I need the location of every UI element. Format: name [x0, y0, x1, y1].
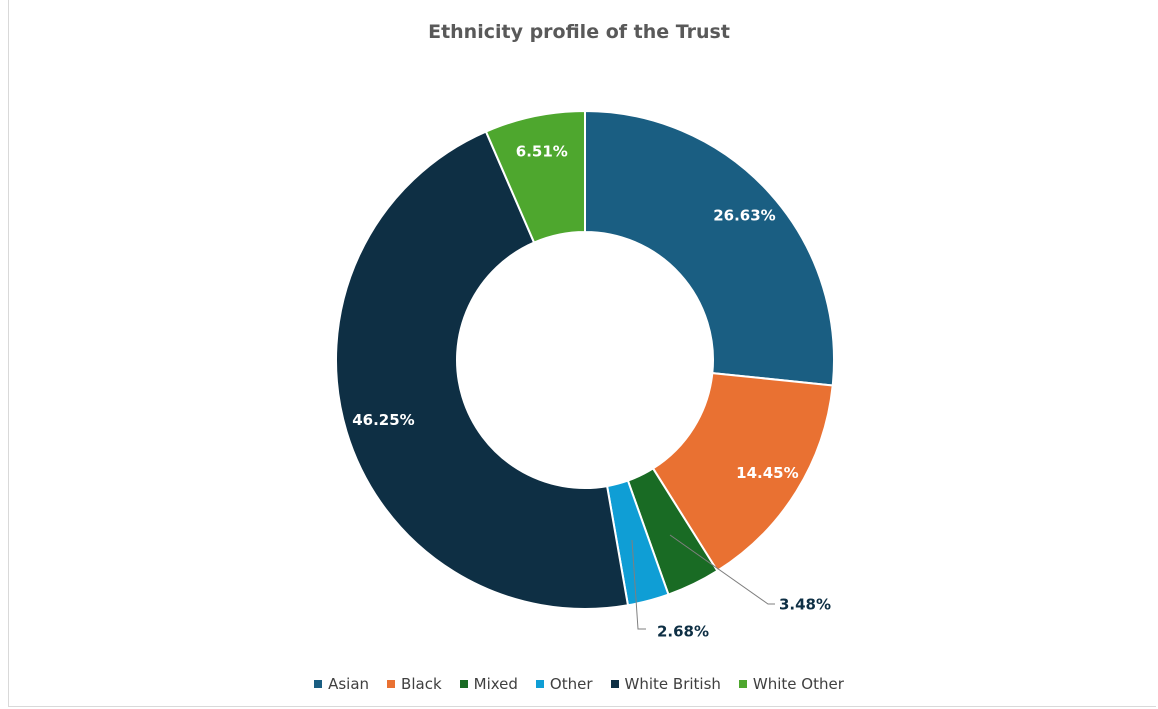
legend-label-asian: Asian	[328, 675, 370, 693]
legend-item-black: Black	[387, 675, 442, 693]
legend-label-white-british: White British	[624, 675, 721, 693]
legend-item-white-other: White Other	[738, 675, 844, 693]
chart-legend: Asian Black Mixed Other White British White O…	[0, 675, 1158, 693]
data-label-white-british: 46.25%	[352, 411, 414, 429]
data-label-black: 14.45%	[736, 464, 798, 482]
data-label-mixed: 3.48%	[779, 596, 831, 614]
legend-label-black: Black	[401, 675, 442, 693]
slice-white-british	[335, 130, 630, 610]
leader-line-other	[631, 539, 646, 630]
data-label-white-other: 6.51%	[516, 142, 568, 160]
data-label-other: 2.68%	[657, 623, 709, 641]
leader-line-mixed	[669, 534, 775, 605]
legend-label-white-other: White Other	[752, 675, 844, 693]
legend-item-white-british: White British	[610, 675, 721, 693]
legend-swatch-other	[535, 680, 544, 688]
slice-black	[651, 371, 834, 573]
chart-title: Ethnicity profile of the Trust	[428, 21, 730, 43]
legend-swatch-white-other	[738, 680, 747, 688]
legend-swatch-mixed	[459, 680, 468, 688]
legend-item-other: Other	[535, 675, 593, 693]
legend-swatch-white-british	[610, 680, 619, 688]
slice-asian	[584, 109, 835, 387]
slice-white-other	[484, 109, 586, 244]
legend-item-mixed: Mixed	[459, 675, 518, 693]
data-label-asian: 26.63%	[713, 207, 775, 225]
legend-item-asian: Asian	[314, 675, 369, 693]
legend-swatch-black	[387, 680, 396, 688]
legend-label-mixed: Mixed	[473, 675, 518, 693]
legend-swatch-asian	[314, 680, 323, 688]
legend-label-other: Other	[549, 675, 593, 693]
